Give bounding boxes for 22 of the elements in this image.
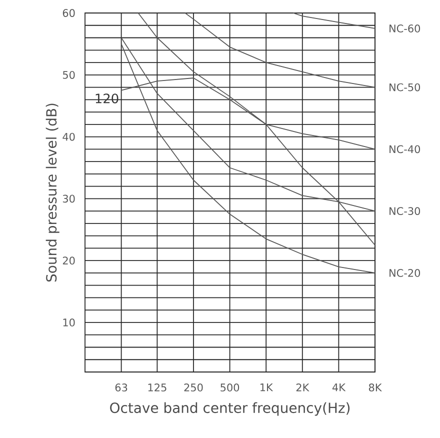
series-label: NC-20 — [390, 269, 420, 277]
x-tick-label: 250 — [184, 384, 203, 392]
x-tick-label: 63 — [115, 384, 128, 392]
x-tick-label: 500 — [220, 384, 240, 392]
series-label: NC-50 — [390, 83, 420, 92]
y-tick-label: 50 — [62, 70, 75, 79]
y-axis-title: Sound pressure level (dB) — [46, 104, 60, 282]
series-label: NC-60 — [390, 24, 420, 32]
y-tick-label: 30 — [62, 194, 75, 203]
y-tick-label: 60 — [62, 9, 75, 17]
x-tick-label: 1K — [260, 384, 274, 392]
y-tick-label: 10 — [63, 318, 75, 326]
y-tick-label: 20 — [62, 256, 75, 265]
x-tick-label: 4K — [332, 384, 346, 392]
y-tick-label: 40 — [62, 132, 75, 141]
series-label: NC-40 — [390, 145, 420, 154]
line-series — [120, 44, 376, 274]
x-tick-label: 125 — [148, 384, 166, 392]
x-axis-title: Octave band center frequency(Hz) — [110, 402, 350, 416]
x-tick-label: 8K — [368, 384, 382, 392]
series-label: NC-30 — [390, 207, 420, 216]
x-tick-label: 2K — [296, 384, 310, 392]
